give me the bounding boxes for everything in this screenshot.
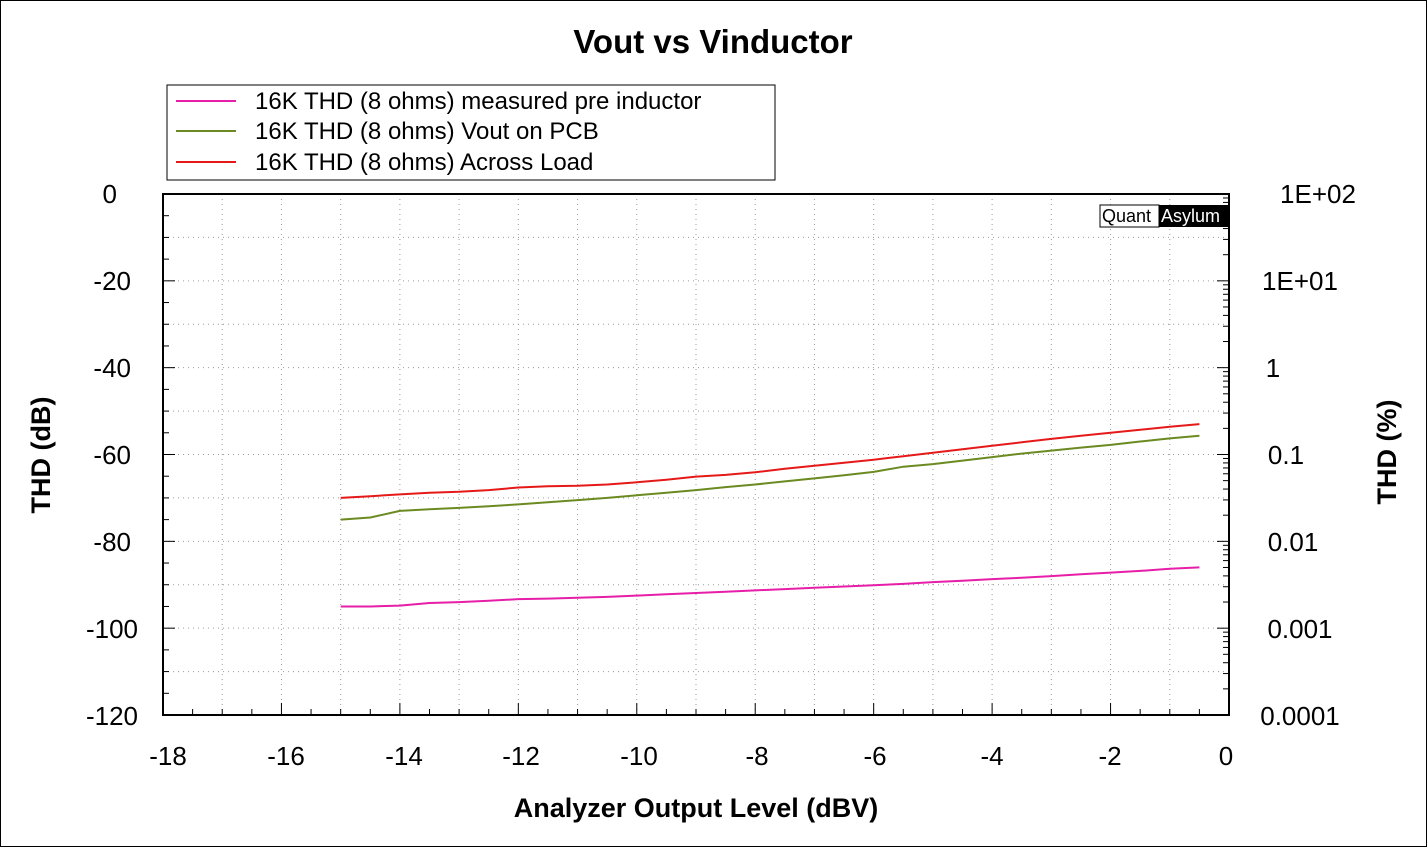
x-tick-label: 0 bbox=[1219, 741, 1233, 771]
y-tick-label: 0 bbox=[103, 179, 117, 209]
legend-label: 16K THD (8 ohms) measured pre inductor bbox=[255, 88, 701, 115]
series-line-1 bbox=[340, 566, 1200, 608]
x-tick-label: -6 bbox=[863, 741, 886, 771]
x-tick-label: -16 bbox=[267, 741, 305, 771]
y-right-tick-label: 0.1 bbox=[1268, 440, 1304, 470]
y-tick-label: -120 bbox=[86, 701, 138, 731]
x-tick-label: -10 bbox=[620, 741, 658, 771]
legend: 16K THD (8 ohms) measured pre inductor 1… bbox=[166, 84, 776, 181]
y-tick-label: -80 bbox=[93, 527, 131, 557]
x-tick-label: -2 bbox=[1098, 741, 1121, 771]
grid bbox=[163, 194, 1229, 715]
y-tick-label: -40 bbox=[93, 353, 131, 383]
legend-label: 16K THD (8 ohms) Across Load bbox=[255, 149, 593, 176]
legend-box bbox=[166, 84, 776, 181]
y-axis-title-left: THD (dB) bbox=[26, 397, 56, 514]
x-tick-label: -14 bbox=[385, 741, 423, 771]
x-tick-label: -18 bbox=[149, 741, 187, 771]
chart-title: Vout vs Vinductor bbox=[573, 23, 852, 60]
y-tick-label: -60 bbox=[93, 440, 131, 470]
y-right-tick-label: 0.0001 bbox=[1260, 701, 1340, 731]
y-right-tick-label: 1 bbox=[1266, 353, 1280, 383]
y-axis-left: 0 -20 -40 -60 -80 -100 -120 bbox=[86, 179, 138, 731]
x-axis: -18 -16 -14 -12 -10 -8 -6 -4 -2 0 bbox=[149, 741, 1233, 771]
x-tick-label: -4 bbox=[980, 741, 1003, 771]
watermark-right-box bbox=[1159, 205, 1228, 227]
quantasylum-watermark: Quant Asylum bbox=[1099, 204, 1228, 228]
y-axis-title-right: THD (%) bbox=[1372, 400, 1402, 505]
watermark-left-text: Quant bbox=[1102, 206, 1151, 226]
x-axis-title: Analyzer Output Level (dBV) bbox=[514, 793, 879, 823]
series-line-3 bbox=[340, 423, 1200, 499]
y-tick-label: -20 bbox=[93, 266, 131, 296]
y-axis-right: 1E+02 1E+01 1 0.1 0.01 0.001 0.0001 bbox=[1260, 179, 1356, 731]
y-right-tick-label: 1E+01 bbox=[1262, 266, 1338, 296]
y-right-tick-label: 0.001 bbox=[1267, 614, 1332, 644]
y-right-tick-label: 1E+02 bbox=[1280, 179, 1356, 209]
series-layer bbox=[340, 423, 1200, 608]
legend-label: 16K THD (8 ohms) Vout on PCB bbox=[255, 118, 599, 145]
y-right-tick-label: 0.01 bbox=[1268, 527, 1319, 557]
x-tick-label: -12 bbox=[502, 741, 540, 771]
watermark-right-text: Asylum bbox=[1161, 206, 1220, 226]
plot-border bbox=[162, 193, 1230, 716]
series-line-2 bbox=[340, 434, 1200, 521]
x-tick-label: -8 bbox=[745, 741, 768, 771]
y-tick-label: -100 bbox=[86, 614, 138, 644]
